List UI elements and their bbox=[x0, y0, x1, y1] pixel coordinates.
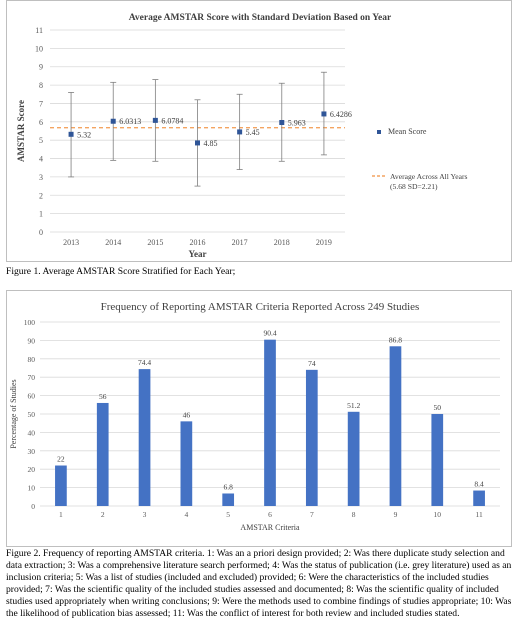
y-tick-label: 5 bbox=[39, 136, 43, 145]
y-tick-label: 100 bbox=[24, 318, 36, 327]
y-tick-label: 9 bbox=[39, 63, 43, 72]
y-tick-label: 11 bbox=[35, 26, 43, 35]
x-tick-label: 9 bbox=[394, 510, 398, 519]
bar bbox=[180, 421, 193, 506]
bar-value-label: 6.8 bbox=[223, 482, 233, 491]
mean-score-label: 6.4286 bbox=[330, 110, 352, 119]
x-axis-title: Year bbox=[189, 249, 207, 259]
bar bbox=[55, 465, 67, 506]
y-tick-label: 3 bbox=[39, 173, 43, 182]
mean-score-point bbox=[321, 111, 327, 117]
figure-2-panel: Frequency of Reporting AMSTAR Criteria R… bbox=[0, 290, 520, 547]
y-tick-label: 10 bbox=[28, 484, 36, 493]
mean-score-label: 5.963 bbox=[288, 118, 306, 127]
x-tick-label: 3 bbox=[143, 510, 147, 519]
bar bbox=[138, 369, 151, 506]
figure-1-frame bbox=[6, 0, 512, 262]
mean-score-point bbox=[152, 117, 158, 123]
x-tick-label: 2015 bbox=[147, 238, 163, 247]
y-tick-label: 50 bbox=[28, 410, 36, 419]
x-tick-label: 8 bbox=[352, 510, 356, 519]
bar-value-label: 90.4 bbox=[263, 329, 276, 338]
y-tick-label: 6 bbox=[39, 118, 43, 127]
x-tick-label: 2 bbox=[101, 510, 105, 519]
y-tick-label: 0 bbox=[31, 502, 35, 511]
x-tick-label: 4 bbox=[184, 510, 188, 519]
x-tick-label: 11 bbox=[475, 510, 482, 519]
x-tick-label: 5 bbox=[226, 510, 230, 519]
legend-average-label-line2: (5.68 SD=2.21) bbox=[390, 182, 438, 191]
y-tick-label: 90 bbox=[28, 336, 36, 345]
y-tick-label: 4 bbox=[39, 155, 43, 164]
bar-value-label: 56 bbox=[99, 392, 107, 401]
x-tick-label: 2019 bbox=[316, 238, 332, 247]
y-tick-label: 30 bbox=[28, 447, 36, 456]
figure-1-caption: Figure 1. Average AMSTAR Score Stratifie… bbox=[6, 266, 236, 277]
bar-value-label: 8.4 bbox=[474, 480, 484, 489]
legend-mean-label: Mean Score bbox=[388, 127, 427, 136]
bar-value-label: 51.2 bbox=[347, 401, 360, 410]
mean-score-point bbox=[110, 118, 116, 124]
bar bbox=[264, 339, 276, 506]
mean-score-label: 6.0313 bbox=[119, 117, 141, 126]
y-axis-title: Percentage of Studies bbox=[9, 379, 18, 448]
legend-mean-marker bbox=[377, 130, 381, 134]
bar-value-label: 46 bbox=[183, 410, 191, 419]
bar bbox=[305, 369, 318, 506]
mean-score-label: 5.45 bbox=[246, 128, 260, 137]
chart-2-title: Frequency of Reporting AMSTAR Criteria R… bbox=[101, 301, 420, 313]
bar bbox=[96, 402, 109, 506]
bar-value-label: 74 bbox=[308, 359, 316, 368]
legend-average-label-line1: Average Across All Years bbox=[390, 172, 468, 181]
mean-score-point bbox=[68, 131, 74, 137]
mean-score-label: 4.85 bbox=[204, 139, 218, 148]
bar-value-label: 74.4 bbox=[138, 358, 151, 367]
amstar-criteria-chart: Frequency of Reporting AMSTAR Criteria R… bbox=[9, 301, 500, 532]
x-tick-label: 10 bbox=[434, 510, 442, 519]
y-tick-label: 80 bbox=[28, 355, 36, 364]
x-tick-label: 1 bbox=[59, 510, 63, 519]
y-tick-label: 7 bbox=[39, 99, 43, 108]
amstar-year-chart: Average AMSTAR Score with Standard Devia… bbox=[16, 13, 468, 259]
y-tick-label: 8 bbox=[39, 81, 43, 90]
y-tick-label: 70 bbox=[28, 373, 36, 382]
y-tick-label: 1 bbox=[39, 210, 43, 219]
y-tick-label: 60 bbox=[28, 392, 36, 401]
y-tick-label: 20 bbox=[28, 465, 36, 474]
bar-value-label: 86.8 bbox=[389, 335, 402, 344]
bar-value-label: 50 bbox=[434, 403, 442, 412]
bar bbox=[347, 411, 360, 506]
x-tick-label: 2017 bbox=[232, 238, 248, 247]
bar bbox=[222, 493, 235, 506]
x-tick-label: 2013 bbox=[63, 238, 79, 247]
mean-score-point bbox=[237, 129, 243, 135]
y-tick-label: 40 bbox=[28, 428, 36, 437]
mean-score-label: 5.32 bbox=[77, 130, 91, 139]
mean-score-point bbox=[279, 119, 285, 125]
mean-score-label: 6.0784 bbox=[161, 116, 183, 125]
mean-score-point bbox=[195, 140, 200, 146]
y-tick-label: 10 bbox=[35, 44, 43, 53]
figure-2-caption: Figure 2. Frequency of reporting AMSTAR … bbox=[6, 548, 512, 619]
chart-1-title: Average AMSTAR Score with Standard Devia… bbox=[129, 13, 392, 23]
y-tick-label: 2 bbox=[39, 191, 43, 200]
x-tick-label: 7 bbox=[310, 510, 314, 519]
y-axis-title: AMSTAR Score bbox=[16, 100, 26, 162]
x-tick-label: 2018 bbox=[274, 238, 290, 247]
bar-value-label: 22 bbox=[57, 455, 65, 464]
figure-2-frame bbox=[6, 290, 512, 547]
bar bbox=[431, 414, 444, 506]
x-tick-label: 6 bbox=[268, 510, 272, 519]
figure-1-panel: Average AMSTAR Score with Standard Devia… bbox=[0, 0, 520, 262]
x-tick-label: 2014 bbox=[105, 238, 121, 247]
x-axis-title: AMSTAR Criteria bbox=[240, 523, 300, 532]
bar bbox=[473, 490, 485, 506]
bar bbox=[389, 346, 402, 506]
x-tick-label: 2016 bbox=[190, 238, 206, 247]
y-tick-label: 0 bbox=[39, 228, 43, 237]
